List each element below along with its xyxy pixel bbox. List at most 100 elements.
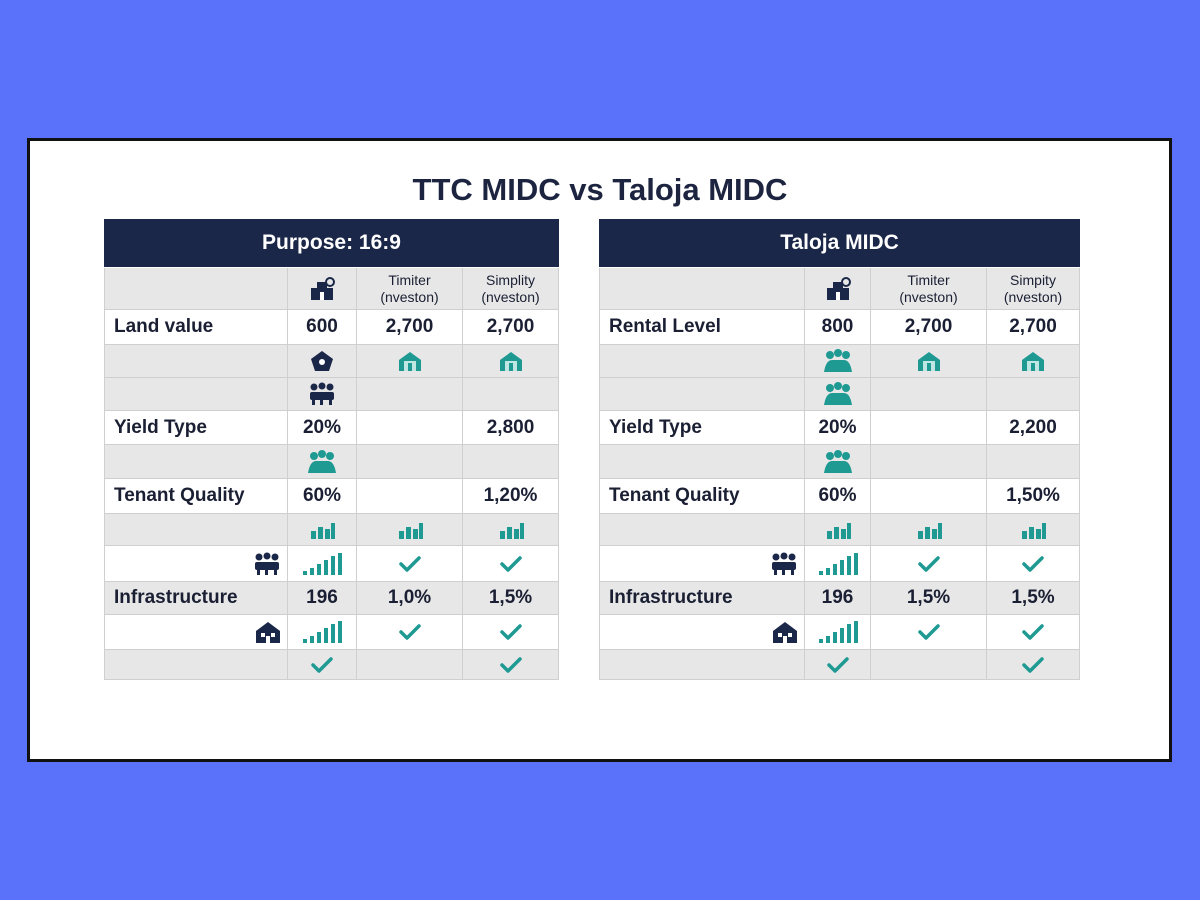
table-cell — [104, 650, 288, 680]
table-cell — [599, 345, 805, 378]
table-cell: 1,5% — [871, 582, 987, 615]
row-label: Yield Type — [599, 411, 805, 445]
table-cell: 196 — [288, 582, 357, 615]
check-icon — [1021, 554, 1045, 574]
bar-icon — [498, 521, 524, 539]
table-cell — [463, 546, 559, 582]
people-icon — [822, 449, 854, 474]
table-cell — [104, 268, 288, 310]
table-cell — [871, 514, 987, 546]
table-cell — [288, 546, 357, 582]
table-cell: 600 — [288, 310, 357, 345]
table-cell — [987, 378, 1080, 411]
row-label: Yield Type — [104, 411, 288, 445]
building-icon — [309, 276, 335, 302]
house-icon — [917, 350, 941, 372]
table-cell: 2,700 — [987, 310, 1080, 345]
table-cell — [463, 378, 559, 411]
table-cell — [805, 345, 871, 378]
check-icon — [917, 622, 941, 642]
table-cell — [871, 615, 987, 650]
table-cell — [104, 378, 288, 411]
bar-icon — [309, 521, 335, 539]
bar-icon — [916, 521, 942, 539]
table-cell — [357, 546, 463, 582]
table-cell — [599, 650, 805, 680]
cluster-icon — [309, 349, 335, 373]
bar-icon — [818, 620, 858, 644]
bar-icon — [825, 521, 851, 539]
people-icon — [308, 382, 336, 406]
table-cell: 2,700 — [871, 310, 987, 345]
table-cell — [871, 479, 987, 514]
table-cell — [288, 615, 357, 650]
table-cell: 1,20% — [463, 479, 559, 514]
row-label: Rental Level — [599, 310, 805, 345]
table-cell — [987, 650, 1080, 680]
table-cell: 2,700 — [357, 310, 463, 345]
table-cell — [599, 378, 805, 411]
table-cell: 20% — [288, 411, 357, 445]
table-cell: 1,50% — [987, 479, 1080, 514]
table-cell — [987, 345, 1080, 378]
table-cell — [871, 378, 987, 411]
table-cell — [805, 546, 871, 582]
table-cell — [463, 615, 559, 650]
table-cell: 1,5% — [987, 582, 1080, 615]
check-icon — [499, 554, 523, 574]
table-cell — [987, 546, 1080, 582]
table-cell — [987, 615, 1080, 650]
table-cell — [357, 345, 463, 378]
column-header: Timiter (nveston) — [871, 268, 987, 310]
table-header: Purpose: 16:9 — [104, 219, 559, 267]
table-cell — [805, 514, 871, 546]
table-cell — [871, 650, 987, 680]
check-icon — [1021, 655, 1045, 675]
bar-icon — [397, 521, 423, 539]
row-label: Infrastructure — [599, 582, 805, 615]
people-icon — [770, 552, 798, 576]
table-cell — [288, 268, 357, 310]
check-icon — [499, 655, 523, 675]
check-icon — [310, 655, 334, 675]
table-cell — [599, 268, 805, 310]
check-icon — [826, 655, 850, 675]
column-header: Simpity (nveston) — [987, 268, 1080, 310]
table-cell — [104, 514, 288, 546]
table-cell — [599, 445, 805, 479]
table-cell — [871, 445, 987, 479]
table-cell — [288, 514, 357, 546]
table-cell — [599, 615, 805, 650]
table-cell: 60% — [805, 479, 871, 514]
table-cell — [357, 378, 463, 411]
building-icon — [825, 276, 851, 302]
table-cell — [805, 615, 871, 650]
check-icon — [917, 554, 941, 574]
table-cell — [871, 546, 987, 582]
table-cell — [463, 650, 559, 680]
table-cell — [463, 514, 559, 546]
table-cell — [805, 378, 871, 411]
house-icon — [1021, 350, 1045, 372]
table-cell — [599, 514, 805, 546]
table-cell — [357, 445, 463, 479]
table-cell — [104, 445, 288, 479]
table-cell: 2,700 — [463, 310, 559, 345]
table-cell — [987, 514, 1080, 546]
check-icon — [499, 622, 523, 642]
table-cell — [288, 378, 357, 411]
people-icon — [253, 552, 281, 576]
table-cell — [599, 546, 805, 582]
table-cell — [805, 445, 871, 479]
table-cell: 2,200 — [987, 411, 1080, 445]
check-icon — [1021, 622, 1045, 642]
table-cell — [357, 411, 463, 445]
table-cell: 60% — [288, 479, 357, 514]
bar-icon — [818, 552, 858, 576]
table-cell — [357, 650, 463, 680]
row-label: Tenant Quality — [599, 479, 805, 514]
people-icon — [822, 349, 854, 373]
bar-icon — [302, 620, 342, 644]
table-cell — [288, 345, 357, 378]
